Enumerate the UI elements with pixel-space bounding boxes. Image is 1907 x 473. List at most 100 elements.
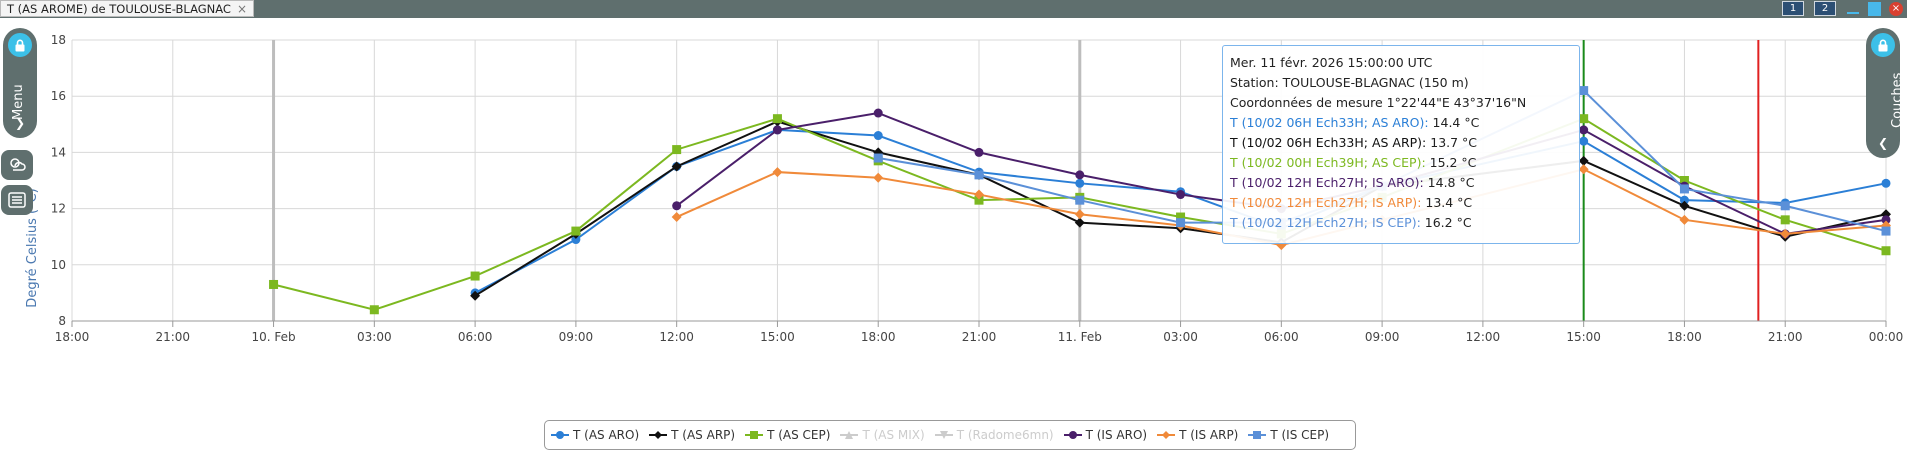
x-tick-label: 11. Feb xyxy=(1058,330,1102,344)
temperature-chart: 8 10 12 14 16 18 18:00 21:00 10. Feb 03:00 06:00 09… xyxy=(25,33,1904,344)
y-tick-label: 16 xyxy=(51,89,66,103)
data-point xyxy=(1579,86,1589,96)
tooltip-series-row: T (10/02 12H Ech27H; IS ARO): 14.8 °C xyxy=(1230,173,1579,193)
tab-close-icon[interactable]: × xyxy=(236,1,248,16)
legend-marker-icon xyxy=(1063,431,1082,439)
data-point xyxy=(772,125,782,135)
tooltip-station: Station: TOULOUSE-BLAGNAC (150 m) xyxy=(1230,75,1469,90)
x-tick-label: 12:00 xyxy=(659,330,694,344)
side-menu-label: Menu xyxy=(11,84,26,120)
chart-legend: T (AS ARO) T (AS ARP) T (AS CEP) T (AS MIX)… xyxy=(544,420,1356,450)
series-line xyxy=(273,117,1887,311)
tooltip-series-value: 16.2 °C xyxy=(1420,215,1472,230)
lock-icon[interactable] xyxy=(1871,33,1895,57)
tooltip-series-row: T (10/02 12H Ech27H; IS CEP): 16.2 °C xyxy=(1230,213,1579,233)
lock-icon[interactable] xyxy=(8,33,32,57)
data-point xyxy=(873,153,883,163)
data-point xyxy=(1075,195,1085,205)
legend-marker-icon xyxy=(934,431,953,439)
tooltip-series-label: T (10/02 06H Ech33H; AS ARO): xyxy=(1230,115,1429,130)
data-point xyxy=(974,147,984,157)
series-line xyxy=(474,120,1887,297)
maximize-icon[interactable] xyxy=(1868,1,1881,16)
chevron-right-icon: ❯ xyxy=(15,116,26,130)
x-tick-label: 21:00 xyxy=(1768,330,1803,344)
data-point xyxy=(1578,155,1589,166)
legend-label: T (Radome6mn) xyxy=(956,428,1054,442)
legend-item[interactable]: T (AS CEP) xyxy=(745,428,830,442)
data-point xyxy=(571,235,581,245)
x-tick-label: 09:00 xyxy=(559,330,594,344)
data-point xyxy=(1579,114,1589,124)
x-tick-label: 18:00 xyxy=(1667,330,1702,344)
legend-item[interactable]: T (IS ARP) xyxy=(1157,428,1238,442)
y-tick-label: 8 xyxy=(58,314,66,328)
legend-item[interactable]: T (AS MIX) xyxy=(840,428,925,442)
tooltip-series-value: 13.7 °C xyxy=(1426,135,1478,150)
weather-layer-icon[interactable] xyxy=(1,150,33,180)
data-point xyxy=(671,161,682,172)
chart-grid xyxy=(71,39,1887,322)
tooltip-coords: Coordonnées de mesure 1°22'44"E 43°37'16… xyxy=(1230,95,1527,110)
x-tick-label: 21:00 xyxy=(155,330,190,344)
tooltip-date: Mer. 11 févr. 2026 15:00:00 UTC xyxy=(1230,55,1433,70)
data-point xyxy=(1881,178,1891,188)
data-point xyxy=(1679,176,1689,185)
legend-symbol xyxy=(1068,431,1077,439)
data-point xyxy=(1679,214,1690,225)
side-menu-tab[interactable]: Menu ❯ xyxy=(3,28,37,138)
data-point xyxy=(1780,201,1790,211)
window-tab-title: T (AS AROME) de TOULOUSE-BLAGNAC xyxy=(7,1,231,16)
legend-item[interactable]: T (AS ARO) xyxy=(551,428,639,442)
data-point xyxy=(1881,246,1891,256)
data-point xyxy=(1074,217,1085,228)
legend-item[interactable]: T (IS ARO) xyxy=(1063,428,1148,442)
x-tick-label: 12:00 xyxy=(1466,330,1501,344)
tooltip-series-row: T (10/02 06H Ech33H; AS ARP): 13.7 °C xyxy=(1230,133,1579,153)
legend-label: T (IS ARO) xyxy=(1085,428,1148,442)
window-tab[interactable]: T (AS AROME) de TOULOUSE-BLAGNAC × xyxy=(0,0,255,17)
data-point xyxy=(672,145,682,155)
legend-marker-icon xyxy=(649,431,668,439)
window-close-icon[interactable]: × xyxy=(1889,1,1903,16)
legend-item[interactable]: T (IS CEP) xyxy=(1248,428,1329,442)
data-point xyxy=(772,114,782,124)
minimize-icon[interactable] xyxy=(1846,2,1860,16)
legend-label: T (IS ARP) xyxy=(1179,428,1239,442)
legend-symbol xyxy=(556,431,564,439)
side-layers-tab[interactable]: Couches ❮ xyxy=(1866,28,1905,158)
list-view-icon[interactable] xyxy=(1,185,33,215)
x-tick-label: 21:00 xyxy=(962,330,997,344)
data-point xyxy=(1679,184,1689,194)
x-tick-label: 00:00 xyxy=(1869,330,1904,344)
y-tick-label: 10 xyxy=(51,258,66,272)
legend-symbol xyxy=(1253,431,1262,439)
tooltip-series-value: 15.2 °C xyxy=(1425,155,1477,170)
legend-label: T (AS ARO) xyxy=(573,428,640,442)
y-tick-label: 12 xyxy=(51,202,66,216)
data-point xyxy=(1176,190,1186,200)
screen-1-button[interactable]: 1 xyxy=(1782,1,1804,16)
tooltip-series-value: 14.8 °C xyxy=(1423,175,1475,190)
series-t-as-arp xyxy=(470,116,1891,301)
data-point xyxy=(1881,226,1891,236)
data-point xyxy=(1780,228,1791,239)
legend-item[interactable]: T (Radome6mn) xyxy=(934,428,1054,442)
x-tick-label: 15:00 xyxy=(1566,330,1601,344)
data-point xyxy=(470,290,481,301)
tooltip-series-label: T (10/02 06H Ech33H; AS ARP): xyxy=(1230,135,1427,150)
screen-2-button[interactable]: 2 xyxy=(1814,1,1836,16)
data-point xyxy=(873,172,884,183)
data-point xyxy=(470,271,480,281)
tooltip-series-label: T (10/02 12H Ech27H; IS ARO): xyxy=(1230,175,1424,190)
x-tick-label: 10. Feb xyxy=(251,330,295,344)
side-layers-label: Couches xyxy=(1890,72,1905,128)
tooltip-series-row: T (10/02 00H Ech39H; AS CEP): 15.2 °C xyxy=(1230,153,1579,173)
y-axis-label: Degré Celsius (°C) xyxy=(25,188,40,307)
x-tick-label: 03:00 xyxy=(1163,330,1198,344)
legend-item[interactable]: T (AS ARP) xyxy=(649,428,735,442)
tooltip-series-value: 14.4 °C xyxy=(1428,115,1480,130)
data-point xyxy=(1881,215,1891,225)
legend-marker-icon xyxy=(840,431,859,439)
legend-symbol xyxy=(845,431,854,439)
